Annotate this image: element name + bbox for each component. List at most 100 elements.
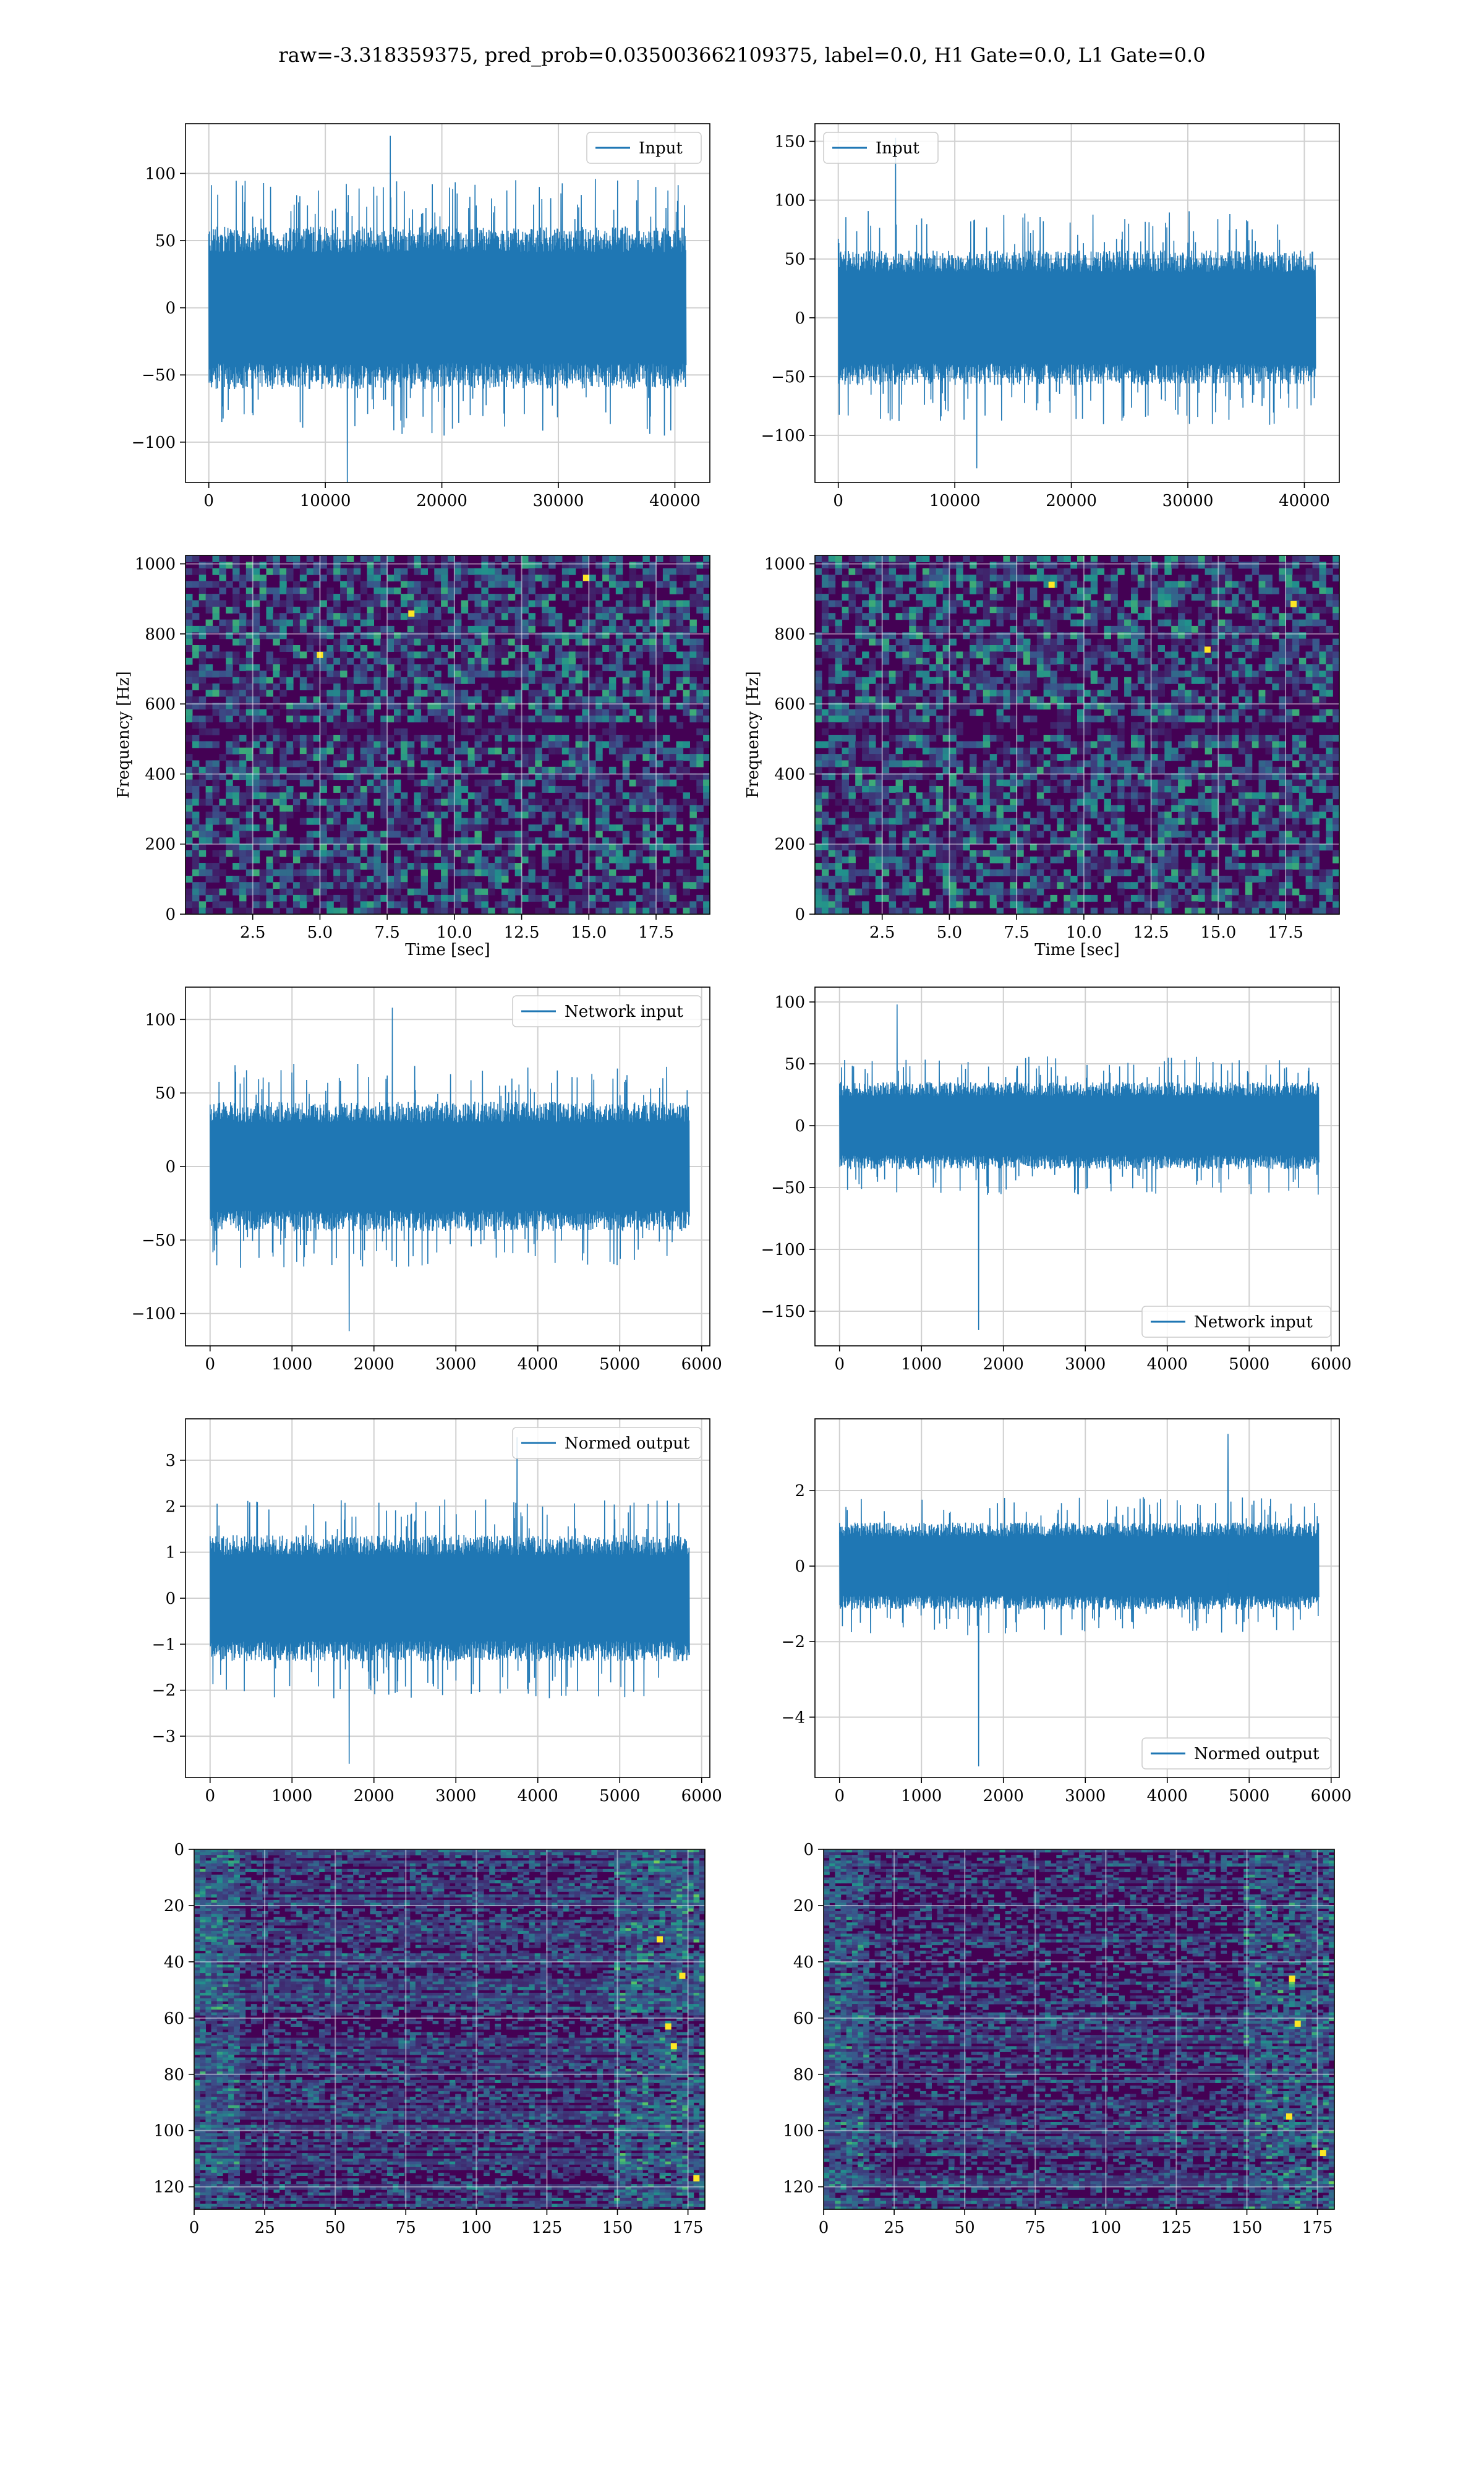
y-tick-label: −2 xyxy=(152,1682,176,1700)
x-tick-label: 10000 xyxy=(300,492,351,510)
legend-label: Network input xyxy=(565,1003,683,1021)
x-tick-label: 6000 xyxy=(681,1355,722,1374)
y-tick-label: 0 xyxy=(165,905,176,924)
bright-point xyxy=(1286,2113,1292,2120)
plot-frame xyxy=(823,1849,1335,2210)
bright-point xyxy=(1290,601,1297,607)
legend: Normed output xyxy=(512,1427,702,1459)
input-plot-right: 0 10000 20000 30000 40000 −100 −50 0 50 100 150 Inp… xyxy=(761,123,1340,510)
x-tick-label: 0 xyxy=(205,1355,215,1374)
legend: Network input xyxy=(1141,1306,1331,1338)
y-tick-label: −100 xyxy=(761,427,805,445)
grid-lines xyxy=(823,1849,1334,2209)
heatmap-cells xyxy=(194,1849,706,2210)
y-tick-label: 0 xyxy=(165,299,176,318)
plot-frame xyxy=(185,1418,710,1778)
x-tick-label: 175 xyxy=(673,2219,704,2237)
y-tick-label: −150 xyxy=(761,1303,805,1321)
x-tick-label: 0 xyxy=(833,492,843,510)
x-tick-label: 40000 xyxy=(1279,492,1330,510)
y-tick-label: 100 xyxy=(774,993,805,1012)
y-tick-label: 50 xyxy=(155,1084,176,1103)
y-tick-label: 0 xyxy=(795,1557,805,1576)
legend-box xyxy=(823,132,939,164)
y-tick-label: 1000 xyxy=(764,555,805,574)
legend-box xyxy=(1141,1737,1331,1770)
y-tick-label: −50 xyxy=(771,368,805,387)
bright-point xyxy=(408,610,415,617)
x-tick-label: 100 xyxy=(1091,2219,1122,2237)
y-axis-label: Frequency [Hz] xyxy=(744,671,762,798)
plot-frame xyxy=(185,555,710,915)
y-tick-label: −100 xyxy=(132,1305,176,1324)
network-input-plot-right: 0 1000 2000 3000 4000 5000 6000 −150 −100 −50 0 50 1… xyxy=(761,987,1352,1374)
legend-label: Input xyxy=(639,139,683,158)
x-tick-label: 4000 xyxy=(518,1355,558,1374)
legend: Input xyxy=(823,132,939,164)
y-tick-label: 2 xyxy=(795,1482,805,1500)
bright-point xyxy=(317,651,323,658)
x-tick-label: 17.5 xyxy=(1268,923,1303,942)
bright-point xyxy=(670,2043,677,2050)
bright-point xyxy=(679,1972,686,1979)
y-tick-label: 20 xyxy=(164,1897,184,1915)
x-tick-label: 75 xyxy=(396,2219,416,2237)
y-tick-label: 120 xyxy=(783,2178,814,2197)
normed-output-plot-left: 0 1000 2000 3000 4000 5000 6000 −3 −2 −1 0 1 2 3 Norme… xyxy=(152,1418,722,1805)
x-tick-label: 0 xyxy=(203,492,214,510)
y-tick-label: 100 xyxy=(153,2122,184,2141)
bright-point xyxy=(656,1936,663,1943)
x-tick-label: 50 xyxy=(955,2219,975,2237)
x-tick-label: 125 xyxy=(1161,2219,1192,2237)
y-tick-label: 20 xyxy=(793,1897,814,1915)
x-tick-label: 2000 xyxy=(983,1787,1024,1805)
y-tick-label: 0 xyxy=(795,309,805,328)
x-axis-label: Time [sec] xyxy=(405,941,490,959)
legend-box xyxy=(1141,1306,1331,1338)
x-tick-label: 3000 xyxy=(1065,1787,1106,1805)
x-tick-label: 1000 xyxy=(901,1787,942,1805)
plot-frame xyxy=(814,1418,1340,1778)
y-tick-label: 120 xyxy=(153,2178,184,2197)
x-tick-label: 0 xyxy=(834,1787,845,1805)
y-tick-label: 1 xyxy=(165,1544,176,1562)
y-tick-label: −100 xyxy=(761,1241,805,1259)
legend-label: Input xyxy=(876,139,919,158)
signal-line xyxy=(208,135,687,483)
x-tick-label: 50 xyxy=(325,2219,346,2237)
legend-label: Network input xyxy=(1194,1313,1313,1332)
x-tick-label: 2000 xyxy=(983,1355,1024,1374)
grid-lines xyxy=(815,987,1339,1346)
x-tick-label: 100 xyxy=(461,2219,492,2237)
spectrogram-left: 2.5 5.0 7.5 10.0 12.5 15.0 17.5 0 200 400 600 800 10… xyxy=(114,555,710,959)
x-tick-label: 1000 xyxy=(271,1355,312,1374)
network-input-plot-left: 0 1000 2000 3000 4000 5000 6000 −100 −50 0 50 100 Ne… xyxy=(132,987,722,1374)
legend-box xyxy=(586,132,702,164)
bright-point xyxy=(1320,2150,1326,2157)
x-tick-label: 1000 xyxy=(901,1355,942,1374)
legend-label: Normed output xyxy=(565,1434,690,1453)
x-tick-label: 6000 xyxy=(1311,1355,1352,1374)
y-tick-label: −4 xyxy=(782,1708,805,1727)
feature-map-left: 0 25 50 75 100 125 150 175 0 20 40 60 80 100 120 xyxy=(153,1841,706,2237)
y-tick-label: 100 xyxy=(145,1011,176,1029)
legend: Input xyxy=(586,132,702,164)
y-tick-label: 40 xyxy=(164,1953,184,1972)
heatmap-cells xyxy=(815,555,1340,915)
y-tick-label: 3 xyxy=(165,1452,176,1470)
plot-frame xyxy=(185,987,710,1346)
y-axis-label: Frequency [Hz] xyxy=(114,671,133,798)
y-tick-label: 400 xyxy=(145,765,176,784)
normed-output-plot-right: 0 1000 2000 3000 4000 5000 6000 −4 −2 0 2 Normed ou… xyxy=(782,1418,1352,1805)
x-tick-label: 2.5 xyxy=(240,923,265,942)
x-tick-label: 4000 xyxy=(1147,1355,1188,1374)
y-tick-label: 0 xyxy=(174,1841,184,1859)
y-tick-label: 80 xyxy=(793,2066,814,2084)
x-tick-label: 10000 xyxy=(929,492,981,510)
y-tick-label: −100 xyxy=(132,434,176,452)
y-tick-label: 1000 xyxy=(135,555,176,574)
y-tick-label: −3 xyxy=(152,1727,176,1746)
x-tick-label: 5.0 xyxy=(307,923,333,942)
x-tick-label: 20000 xyxy=(416,492,467,510)
input-plot-left: 0 10000 20000 30000 40000 −100 −50 0 50 100 Input xyxy=(132,123,710,510)
